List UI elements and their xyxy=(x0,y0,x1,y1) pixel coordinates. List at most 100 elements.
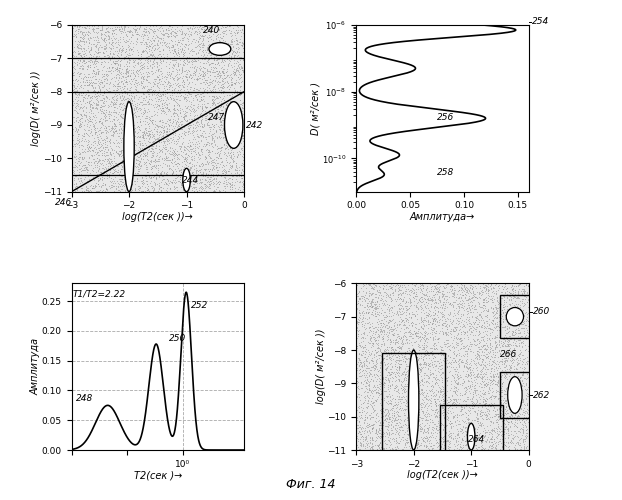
Point xyxy=(222,72,232,80)
Point xyxy=(200,152,210,160)
Point xyxy=(419,339,429,347)
Point xyxy=(228,24,238,32)
Point xyxy=(382,364,392,372)
Point xyxy=(150,158,160,166)
Point xyxy=(95,159,104,167)
Point xyxy=(146,133,156,141)
Point xyxy=(481,411,491,419)
Point xyxy=(481,331,491,339)
Point xyxy=(198,96,208,104)
Point xyxy=(445,299,455,307)
Point xyxy=(515,297,525,305)
Point xyxy=(93,133,103,141)
Point xyxy=(499,368,509,376)
Point xyxy=(154,82,164,90)
Point xyxy=(168,168,178,176)
Point xyxy=(448,298,458,306)
Point xyxy=(518,381,527,389)
Point xyxy=(432,280,442,287)
Point xyxy=(97,43,107,51)
Point xyxy=(67,138,77,146)
Point xyxy=(442,363,452,371)
Point xyxy=(236,53,246,61)
Point xyxy=(429,444,439,452)
Point xyxy=(386,280,396,287)
Point xyxy=(113,80,123,88)
Point xyxy=(503,314,513,322)
Point xyxy=(417,436,427,444)
Point xyxy=(174,122,183,130)
Point xyxy=(445,416,455,424)
Point xyxy=(84,39,94,47)
Point xyxy=(496,402,506,410)
Point xyxy=(392,370,402,378)
Point xyxy=(402,413,412,421)
Point xyxy=(433,426,443,434)
Point xyxy=(391,358,401,366)
Point xyxy=(198,67,208,75)
Point xyxy=(462,394,472,402)
Point xyxy=(488,426,498,434)
Point xyxy=(519,404,529,411)
Point xyxy=(462,296,472,304)
Point xyxy=(121,136,131,143)
Point xyxy=(121,75,131,83)
Point xyxy=(142,165,152,173)
Point xyxy=(368,386,378,394)
Point xyxy=(392,442,402,450)
Point xyxy=(452,388,462,396)
Point xyxy=(114,24,124,32)
Point xyxy=(174,166,184,174)
Point xyxy=(158,104,168,112)
Point xyxy=(396,394,406,402)
Point xyxy=(96,118,106,126)
Point xyxy=(414,406,424,414)
Point xyxy=(471,305,481,313)
Point xyxy=(396,324,406,332)
Point xyxy=(381,416,391,424)
Point xyxy=(147,44,157,52)
Point xyxy=(182,52,192,60)
Point xyxy=(129,63,139,71)
Point xyxy=(518,368,528,376)
Point xyxy=(412,342,422,349)
Point xyxy=(406,349,415,357)
Point xyxy=(70,48,80,56)
Point xyxy=(174,100,183,108)
Point xyxy=(470,416,480,424)
Point xyxy=(229,116,239,124)
Point xyxy=(233,61,243,69)
Point xyxy=(456,328,466,336)
Point xyxy=(376,421,386,429)
Point xyxy=(398,316,408,324)
Point xyxy=(101,160,111,168)
Point xyxy=(492,429,502,437)
Point xyxy=(238,132,248,140)
Point xyxy=(237,26,247,34)
Point xyxy=(493,430,503,438)
Point xyxy=(101,72,111,80)
Point xyxy=(492,366,502,374)
Point xyxy=(146,118,156,126)
Point xyxy=(480,376,490,384)
Point xyxy=(170,28,180,36)
Point xyxy=(157,118,167,126)
Point xyxy=(95,41,105,49)
Point xyxy=(488,316,498,324)
Point xyxy=(483,286,493,294)
Point xyxy=(398,421,408,429)
Point xyxy=(460,372,470,380)
Ellipse shape xyxy=(508,376,522,414)
Point xyxy=(419,338,429,346)
Point xyxy=(223,142,233,150)
Point xyxy=(106,78,116,86)
Point xyxy=(490,393,500,401)
Point xyxy=(229,65,239,73)
Point xyxy=(413,439,423,447)
Point xyxy=(446,282,456,290)
Point xyxy=(427,423,437,431)
Point xyxy=(402,402,412,410)
Point xyxy=(132,156,142,164)
Point xyxy=(516,399,526,407)
Point xyxy=(374,432,384,440)
